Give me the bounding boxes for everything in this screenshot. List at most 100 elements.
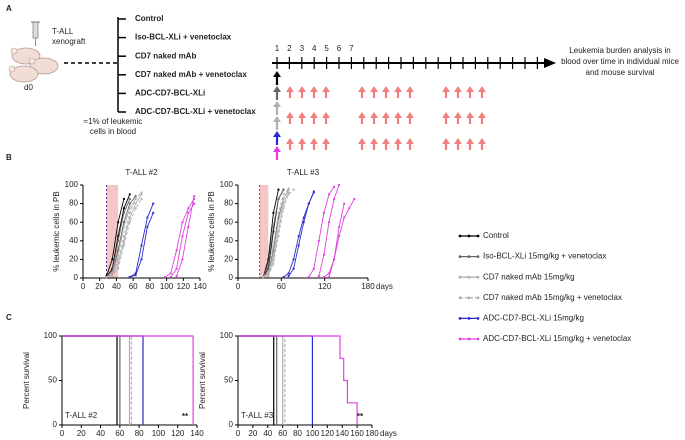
x-tick-label: 0	[60, 429, 65, 438]
mouse-point	[262, 275, 265, 279]
survival-curve	[238, 335, 358, 425]
mouse-point	[322, 253, 326, 256]
mouse-point	[146, 225, 149, 228]
x-tick-label: 100	[152, 429, 166, 438]
x-tick-label: 60	[278, 429, 287, 438]
y-axis-label: Percent survival	[22, 352, 31, 409]
mouse-point	[117, 262, 120, 266]
x-tick-label: 80	[135, 429, 144, 438]
mouse-point	[117, 239, 120, 242]
mouse-point	[140, 258, 143, 261]
mouse-point	[267, 275, 270, 278]
mouse-point	[338, 235, 341, 238]
mouse-point	[140, 193, 143, 196]
mouse-point	[152, 202, 155, 205]
mouse-point	[128, 207, 131, 210]
mouse-point	[332, 197, 336, 201]
x-tick-label: 80	[293, 429, 302, 438]
mouse-point	[181, 221, 184, 224]
mouse-point	[287, 272, 290, 275]
dose-arrow-head	[310, 86, 318, 92]
legend-marker	[476, 317, 480, 320]
dose-arrow-head	[454, 112, 462, 118]
week-label: 4	[312, 44, 317, 53]
legend-label: CD7 naked mAb 15mg/kg	[483, 272, 575, 281]
mouse-point	[287, 193, 290, 196]
y-axis-label: % leukemic cells in PB	[52, 191, 61, 271]
mouse-point	[317, 275, 320, 278]
mouse-line	[288, 191, 315, 277]
dose-arrow-head	[358, 112, 366, 118]
mouse-point	[134, 195, 137, 198]
x-tick-label: 80	[145, 282, 154, 291]
mouse-point	[267, 269, 270, 272]
mouse-line	[262, 189, 279, 278]
outcome-text: blood over time in individual mice	[561, 57, 679, 66]
week-label: 7	[349, 44, 354, 53]
x-tick-label: 120	[177, 282, 191, 291]
mouse-point	[181, 235, 184, 238]
dose-arrow-head	[478, 112, 486, 118]
mouse-point	[122, 244, 126, 247]
mouse-point	[272, 211, 275, 214]
mouse-point	[134, 197, 137, 201]
mouse-point	[292, 188, 295, 191]
mouse-point	[348, 207, 351, 210]
panel-label: C	[6, 313, 12, 322]
dose-arrow-head	[394, 112, 402, 118]
mouse-line	[262, 188, 289, 278]
dose-arrow-head	[298, 112, 306, 118]
mouse-point	[128, 211, 131, 214]
panel-label: A	[6, 4, 12, 13]
x-tick-label: 60	[277, 282, 286, 291]
timeline-arrowhead	[544, 58, 556, 68]
x-tick-label: 40	[263, 429, 272, 438]
x-tick-label: 140	[336, 429, 350, 438]
dose-arrow-head	[370, 138, 378, 144]
mouse-point	[282, 193, 285, 196]
significance: **	[182, 412, 189, 421]
mouse-point	[307, 275, 310, 279]
x-tick-label: 100	[160, 282, 174, 291]
mouse-line	[318, 184, 340, 277]
y-tick-label: 0	[53, 420, 58, 429]
mouse-point	[272, 244, 275, 247]
y-tick-label: 60	[224, 217, 233, 226]
xenograft-label: xenograft	[52, 37, 86, 46]
blood-note: cells in blood	[90, 127, 136, 136]
mouse-point	[134, 272, 137, 275]
mouse-point	[117, 221, 120, 224]
mouse-point	[297, 235, 300, 238]
mouse-point	[302, 221, 305, 224]
mouse-point	[338, 225, 341, 228]
mouse-point	[122, 221, 126, 224]
mouse-point	[302, 216, 305, 219]
mouse-point	[287, 187, 290, 190]
mouse-point	[111, 258, 114, 261]
mouse-point	[122, 235, 126, 238]
dose-arrow-head	[298, 86, 306, 92]
panel-label: B	[6, 153, 12, 162]
mouse-point	[146, 216, 149, 219]
mouse-point	[122, 239, 126, 242]
group-label: Control	[135, 14, 163, 23]
legend-marker	[458, 337, 462, 341]
dose-arrow-head	[466, 138, 474, 144]
legend-marker	[458, 317, 462, 320]
x-tick-label: 160	[350, 429, 364, 438]
legend-marker	[467, 234, 471, 238]
week-label: 3	[300, 44, 305, 53]
mouse-point	[128, 275, 131, 279]
x-axis-label: days	[380, 429, 397, 438]
y-tick-label: 40	[69, 236, 78, 245]
y-tick-label: 40	[224, 236, 233, 245]
mouse-line	[308, 186, 335, 278]
mouse-line	[106, 198, 137, 278]
mouse-point	[327, 193, 331, 196]
mouse-point	[140, 244, 143, 247]
legend-label: ADC-CD7-BCL-XLi 15mg/kg + venetoclax	[483, 334, 631, 343]
mouse-point	[343, 216, 346, 219]
mouse-point	[134, 207, 137, 210]
